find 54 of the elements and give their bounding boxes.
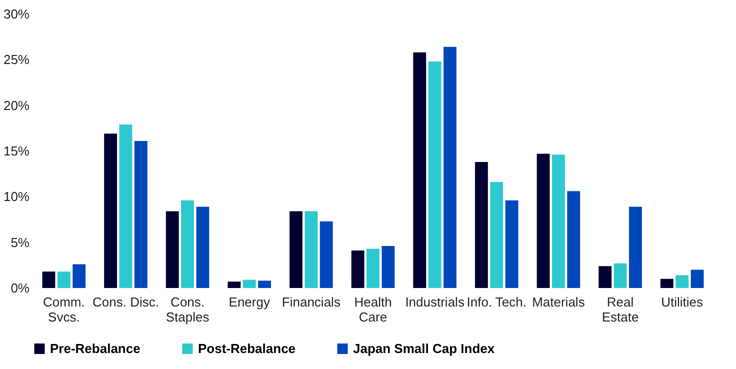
y-tick-label: 30%: [3, 6, 30, 22]
x-tick-label: Cons. Disc.: [92, 294, 159, 310]
x-tick-label: Financials: [282, 294, 341, 310]
bar: [228, 282, 241, 288]
bar: [614, 263, 627, 288]
bar: [119, 124, 132, 288]
legend-label: Pre-Rebalance: [50, 340, 140, 356]
bar: [475, 162, 488, 288]
bar: [242, 280, 256, 288]
bar: [505, 200, 518, 288]
x-tick-label: Real Estate: [602, 294, 639, 324]
bar: [428, 61, 442, 288]
y-tick-label: 0%: [10, 280, 30, 296]
bar: [42, 272, 56, 288]
bar: [567, 191, 580, 288]
y-tick-label: 5%: [10, 234, 30, 250]
bar: [196, 206, 210, 288]
bar: [536, 154, 550, 288]
bar: [104, 134, 117, 288]
bar: [57, 272, 70, 288]
bar: [366, 248, 380, 288]
bar: [382, 246, 395, 288]
bar: [166, 211, 179, 288]
bar: [351, 250, 364, 288]
x-tick-label: Cons. Staples: [166, 294, 210, 324]
y-tick-label: 25%: [3, 52, 30, 68]
bar: [676, 275, 689, 288]
bar: [320, 221, 333, 288]
y-tick-label: 20%: [3, 98, 30, 113]
x-tick-label: Energy: [228, 294, 270, 310]
legend-label: Post-Rebalance: [198, 340, 296, 356]
bar: [258, 280, 271, 288]
bar: [72, 264, 86, 288]
bar: [660, 278, 674, 288]
bar: [444, 46, 456, 288]
legend-label: Japan Small Cap Index: [353, 340, 496, 356]
x-tick-label: Health Care: [354, 294, 392, 324]
y-tick-label: 10%: [3, 189, 30, 204]
x-tick-label: Materials: [532, 294, 586, 310]
bar: [290, 211, 302, 288]
bar: [304, 211, 318, 288]
bar: [181, 200, 194, 288]
bar: [598, 266, 612, 288]
bar: [690, 270, 704, 288]
x-tick-label: Comm. Svcs.: [42, 294, 85, 324]
x-tick-label: Industrials: [405, 294, 465, 310]
bar: [629, 206, 642, 288]
bar: [552, 154, 565, 288]
bar: [134, 140, 148, 288]
y-tick-label: 15%: [3, 144, 30, 158]
x-tick-label: Info. Tech.: [466, 294, 527, 310]
bar: [490, 182, 504, 288]
x-tick-label: Utilities: [661, 294, 704, 310]
bar: [413, 52, 426, 288]
